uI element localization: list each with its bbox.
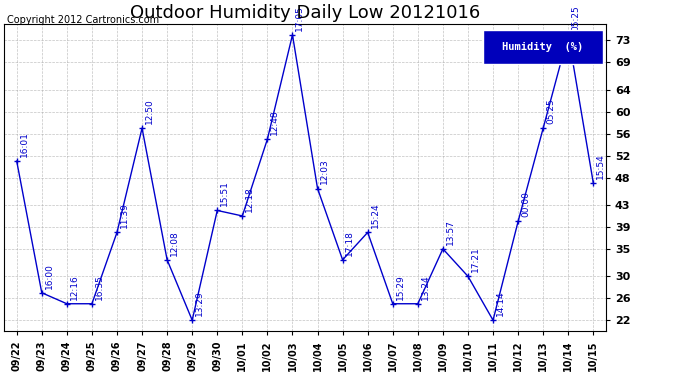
Text: 05:25: 05:25 (571, 5, 580, 31)
Title: Outdoor Humidity Daily Low 20121016: Outdoor Humidity Daily Low 20121016 (130, 4, 480, 22)
Text: 14:14: 14:14 (496, 290, 505, 316)
Text: 17:18: 17:18 (346, 230, 355, 256)
Text: 15:51: 15:51 (220, 180, 229, 206)
Text: 15:29: 15:29 (395, 274, 404, 300)
Text: 12:48: 12:48 (270, 110, 279, 135)
Text: 16:01: 16:01 (19, 131, 28, 157)
Text: 17:05: 17:05 (295, 5, 304, 31)
Text: 11:39: 11:39 (120, 202, 129, 228)
Text: 05:25: 05:25 (546, 98, 555, 124)
Text: 16:00: 16:00 (45, 263, 54, 289)
Text: 13:29: 13:29 (195, 290, 204, 316)
Text: 00:00: 00:00 (521, 191, 530, 217)
Text: 12:03: 12:03 (320, 159, 329, 184)
Text: 15:24: 15:24 (371, 202, 380, 228)
Text: 12:18: 12:18 (245, 186, 254, 212)
Text: 13:24: 13:24 (421, 274, 430, 300)
Text: 15:54: 15:54 (596, 153, 605, 179)
Text: 12:08: 12:08 (170, 230, 179, 256)
Text: 12:16: 12:16 (70, 274, 79, 300)
Text: Copyright 2012 Cartronics.com: Copyright 2012 Cartronics.com (7, 15, 159, 25)
Text: 17:21: 17:21 (471, 246, 480, 272)
Text: 16:35: 16:35 (95, 274, 103, 300)
Text: 12:50: 12:50 (145, 98, 154, 124)
Text: 13:57: 13:57 (446, 219, 455, 245)
